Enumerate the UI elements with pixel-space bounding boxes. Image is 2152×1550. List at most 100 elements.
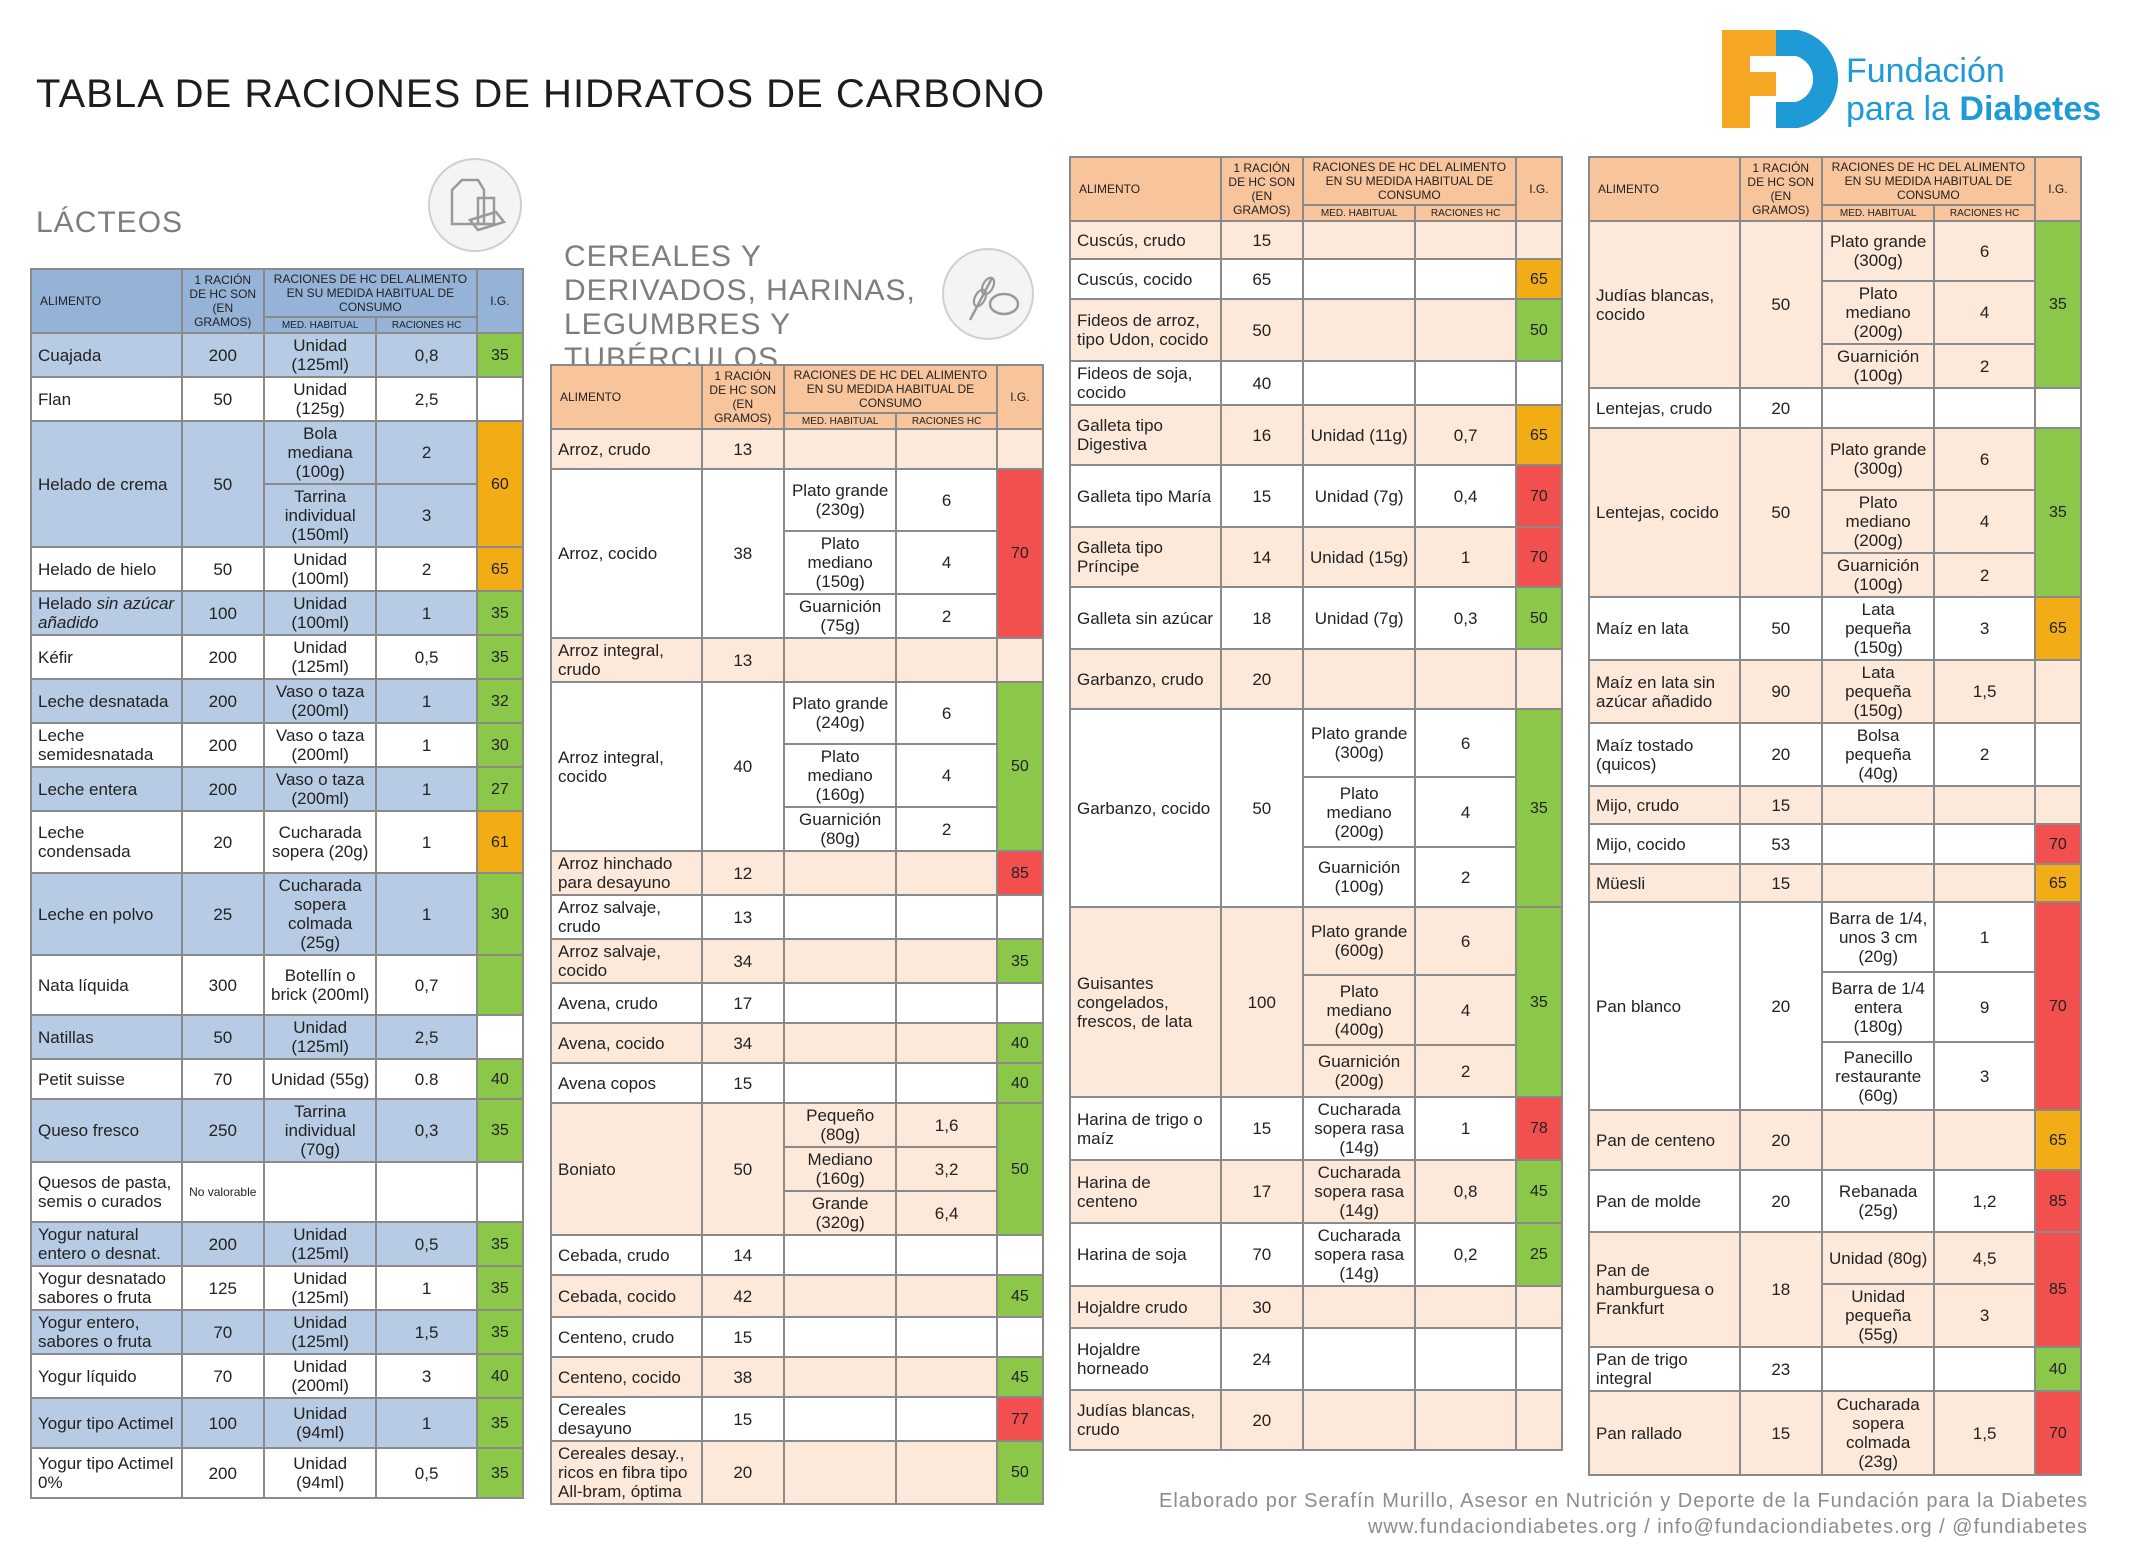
ig-value: 30 [475,872,525,956]
cell-value: 250 [180,1098,265,1163]
cell-value: 70 [1219,1222,1304,1287]
ig-value [1514,1389,1564,1451]
food-name: Yogur tipo Actimel 0% [30,1447,183,1499]
food-name: Queso fresco [30,1098,183,1163]
cell-value: 4 [895,743,998,808]
cell-value [1933,823,2036,865]
cell-value: Unidad (125g) [262,376,378,422]
table-row: Pan de trigo integral 23 40 [1588,1346,2083,1392]
cell-value: 200 [180,722,265,768]
ig-value: 70 [1514,464,1564,528]
cell-value: 3 [375,1353,478,1399]
food-name: Arroz salvaje, crudo [550,894,703,940]
food-name: Hojaldre horneado [1069,1327,1222,1391]
cell-value [1820,1346,1936,1392]
table-row: Fideos de soja, cocido 40 [1069,360,1564,406]
cell-value: 20 [1738,1109,1823,1171]
cell-value: 1,6 [895,1102,998,1148]
cell-value [895,1356,998,1398]
cereal-icon [942,248,1034,340]
cell-value: No valorable [180,1161,265,1223]
ig-value: 40 [475,1353,525,1399]
cell-value: Plato grande (300g) [1820,220,1936,282]
cell-value: Lata pequeña (150g) [1820,659,1936,724]
cell-value [895,982,998,1024]
cell-value [1820,387,1936,429]
table-row: Arroz, crudo 13 [550,428,1045,470]
table-row: Leche condensada 20 Cucharada sopera (20g)… [30,810,525,874]
table-row: Galleta tipo María 15 Unidad (7g) 0,4 70 [1069,464,1564,528]
ig-value: 35 [475,590,525,636]
food-name: Yogur líquido [30,1353,183,1399]
cell-value: Botellín o brick (200ml) [262,954,378,1016]
table-row: Maíz tostado (quicos) 20 Bolsa pequeña (40… [1588,722,2083,787]
table-row: Leche entera 200 Vaso o taza (200ml) 1 27 [30,766,525,812]
cell-value: Unidad (100ml) [262,590,378,636]
food-name: Kéfir [30,634,183,680]
cell-value: Bolsa pequeña (40g) [1820,722,1936,787]
ig-value: 65 [2033,863,2083,903]
cell-value [1414,1389,1517,1451]
cell-value: 100 [180,590,265,636]
food-name: Nata líquida [30,954,183,1016]
table-row: Cereales desay., ricos en fibra tipo All… [550,1440,1045,1505]
ig-value: 65 [2033,596,2083,661]
food-name: Müesli [1588,863,1741,903]
cell-value: Unidad (94ml) [262,1447,378,1499]
cell-value: Tarrina individual (70g) [262,1098,378,1163]
ig-value [1514,648,1564,710]
cell-value: Plato grande (240g) [782,681,898,745]
table-row: Tarrina individual (150ml) 3 [31,483,523,548]
table-row: Centeno, cocido 38 45 [550,1356,1045,1398]
header-med-habitual: MED. HABITUAL [782,412,898,430]
ig-value: 35 [2033,220,2083,389]
cell-value: 4 [1414,974,1517,1046]
cell-value: 200 [180,1221,265,1267]
cell-value [1933,387,2036,429]
cell-value: 2 [1933,552,2036,598]
page-title: TABLA DE RACIONES DE HIDRATOS DE CARBONO [36,72,1046,116]
cell-value: 20 [700,1440,785,1505]
cell-value: 15 [1219,464,1304,528]
cell-value: 6 [1933,427,2036,491]
table-row: Grande (320g) 6,4 [551,1190,1043,1236]
food-name: Leche desnatada [30,678,183,724]
table-row: Flan 50 Unidad (125g) 2,5 [30,376,525,422]
header-alimento: ALIMENTO [550,364,703,430]
cell-value [782,938,898,984]
cell-value [895,1274,998,1318]
table-row: Guarnición (75g) 2 [551,593,1043,639]
cell-value [262,1161,378,1223]
table-row: Avena, crudo 17 [550,982,1045,1024]
food-name: Flan [30,376,183,422]
cell-value: 15 [1738,785,1823,825]
header-ig: I.G. [995,364,1045,430]
cell-value: Guarnición (100g) [1820,343,1936,389]
food-name: Centeno, crudo [550,1316,703,1358]
cell-value: Vaso o taza (200ml) [262,678,378,724]
logo-line2b: Diabetes [1959,90,2102,128]
cell-value: 1,5 [1933,1390,2036,1476]
cell-value: 20 [1738,387,1823,429]
table-row: Avena, cocido 34 40 [550,1022,1045,1064]
cell-value: 16 [1219,404,1304,466]
ig-value: 35 [475,1265,525,1311]
table-row: Leche desnatada 200 Vaso o taza (200ml) 1 32 [30,678,525,724]
table-row: Cuscús, crudo 15 [1069,220,1564,260]
ig-value [475,1161,525,1223]
ig-value: 35 [475,634,525,680]
food-name: Pan rallado [1588,1390,1741,1476]
cell-value: 14 [1219,526,1304,588]
ig-value [995,428,1045,470]
cell-value: Plato grande (600g) [1301,906,1417,976]
table-row: Fideos de arroz, tipo Udon, cocido 50 50 [1069,298,1564,362]
table-lacteos: ALIMENTO 1 RACIÓN DE HC SON (EN GRAMOS) RA… [30,268,525,1499]
fundacion-logo [1722,30,1839,128]
cell-value: Cucharada sopera rasa (14g) [1301,1222,1417,1287]
cell-value: Cucharada sopera colmada (25g) [262,872,378,956]
cell-value [782,1022,898,1064]
ig-value [475,1014,525,1060]
cell-value: Unidad (125ml) [262,1221,378,1267]
food-name: Lentejas, cocido [1588,427,1741,598]
table-row: Yogur tipo Actimel 0% 200 Unidad (94ml) 0,5… [30,1447,525,1499]
